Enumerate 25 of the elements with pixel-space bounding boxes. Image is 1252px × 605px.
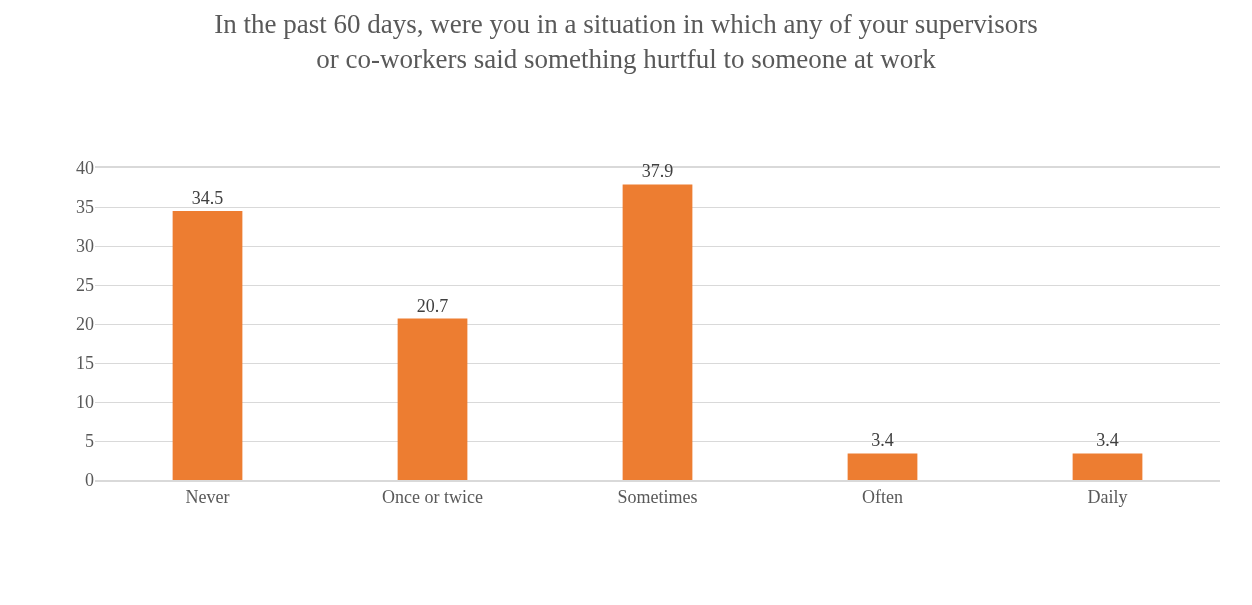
data-label: 34.5 <box>191 187 224 208</box>
x-tick-label: Daily <box>1087 487 1128 508</box>
x-tick-label: Once or twice <box>382 487 483 508</box>
y-tick-label: 30 <box>76 236 94 257</box>
y-tick-label: 15 <box>76 353 94 374</box>
y-tick-label: 40 <box>76 158 94 179</box>
bar <box>172 210 243 480</box>
x-tick-label: Sometimes <box>617 487 698 508</box>
y-tick-label: 25 <box>76 275 94 296</box>
data-label: 37.9 <box>641 161 674 182</box>
bar <box>1072 453 1143 480</box>
y-tick-label: 5 <box>85 431 94 452</box>
bar <box>622 184 693 480</box>
data-label: 3.4 <box>871 430 894 451</box>
data-label: 20.7 <box>416 295 449 316</box>
y-tick-label: 20 <box>76 314 94 335</box>
bar <box>397 318 468 480</box>
bar <box>847 453 918 480</box>
y-tick-label: 35 <box>76 197 94 218</box>
x-tick-label: Often <box>862 487 903 508</box>
y-tick-label: 10 <box>76 392 94 413</box>
y-tick-label: 0 <box>85 470 94 491</box>
x-tick-label: Never <box>185 487 230 508</box>
chart-title: In the past 60 days, were you in a situation in which any of your supervisors or co-workers said something hurtful to someone at work <box>214 9 1038 75</box>
data-label: 3.4 <box>1096 430 1119 451</box>
